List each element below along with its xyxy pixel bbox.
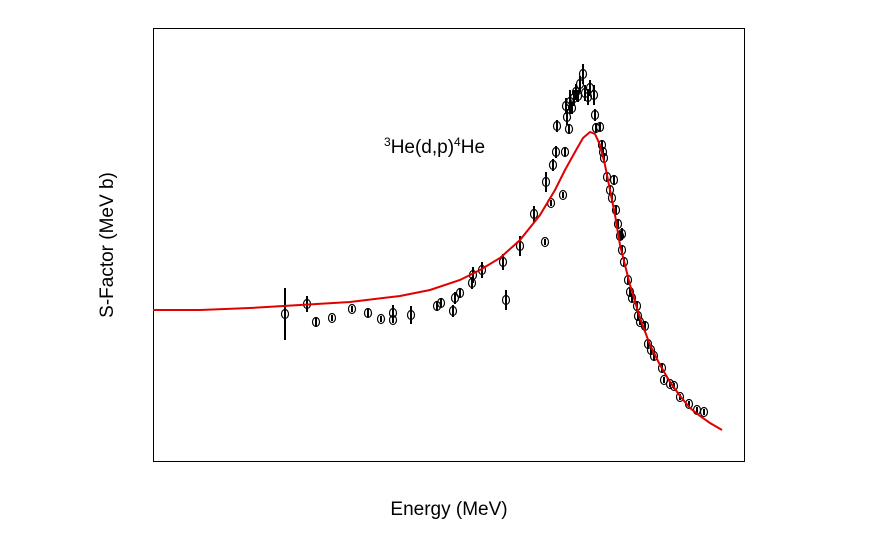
data-point xyxy=(609,174,619,186)
data-point xyxy=(567,102,577,114)
data-point xyxy=(583,91,593,103)
data-point xyxy=(529,208,539,220)
data-point xyxy=(541,176,551,188)
data-point xyxy=(578,68,588,80)
data-point xyxy=(280,308,290,320)
data-point xyxy=(498,256,508,268)
superscript: 4 xyxy=(454,135,461,149)
data-point xyxy=(450,292,460,304)
y-axis-label: S-Factor (MeV b) xyxy=(97,172,118,318)
data-point xyxy=(573,90,583,102)
x-axis-label: Energy (MeV) xyxy=(390,499,507,520)
data-point xyxy=(548,159,558,171)
data-point xyxy=(501,294,511,306)
data-point xyxy=(311,316,321,328)
data-point xyxy=(376,313,386,325)
data-point xyxy=(327,312,337,324)
data-point xyxy=(515,240,525,252)
data-point xyxy=(560,146,570,158)
data-point xyxy=(595,121,605,133)
data-point xyxy=(436,297,446,309)
plot-frame xyxy=(153,28,745,462)
annotation-text: He xyxy=(461,137,485,158)
data-point xyxy=(611,204,621,216)
data-point xyxy=(347,303,357,315)
data-point xyxy=(657,362,667,374)
fit-curve xyxy=(153,130,723,431)
data-point xyxy=(564,123,574,135)
data-point xyxy=(589,89,599,101)
annotation: 3He(d,p)4He xyxy=(384,135,485,158)
data-point xyxy=(675,391,685,403)
data-point xyxy=(669,380,679,392)
data-point xyxy=(448,305,458,317)
data-point xyxy=(558,189,568,201)
annotation-text: He(d,p) xyxy=(391,137,454,158)
data-point xyxy=(551,146,561,158)
data-point xyxy=(552,120,562,132)
data-point xyxy=(406,309,416,321)
data-point xyxy=(540,236,550,248)
superscript: 3 xyxy=(384,135,391,149)
data-point xyxy=(363,307,373,319)
data-point xyxy=(699,406,709,418)
data-point xyxy=(590,109,600,121)
data-point xyxy=(388,314,398,326)
data-point xyxy=(455,287,465,299)
